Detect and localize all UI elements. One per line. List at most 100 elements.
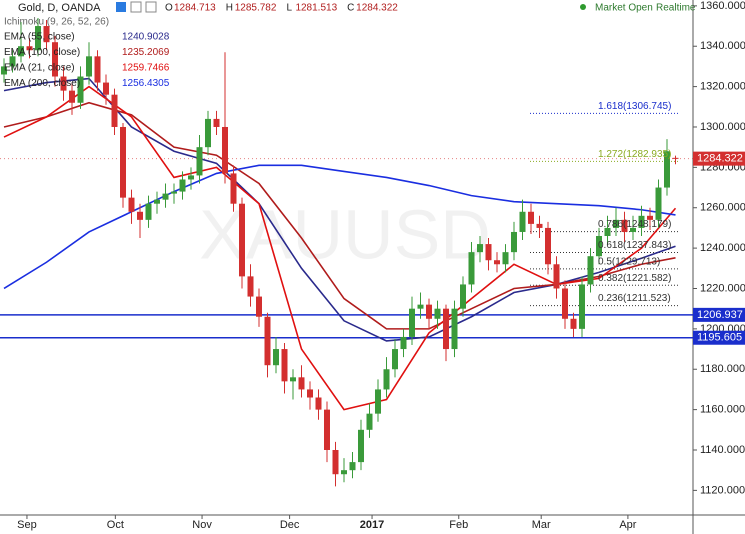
last-price-bg (693, 151, 745, 166)
y-tick-label: 1180.000 (700, 363, 745, 375)
candle-body (111, 94, 118, 127)
x-tick-label: Oct (107, 519, 124, 531)
x-tick-label: Nov (192, 519, 212, 531)
price-label: 1195.605 (697, 332, 742, 344)
toolbar-icon[interactable] (130, 1, 142, 13)
ohlc-value: 1284.322 (356, 3, 398, 14)
y-tick-label: 1160.000 (700, 404, 745, 416)
candle-body (426, 304, 432, 319)
candle-body (247, 276, 254, 297)
candle-body (137, 211, 143, 220)
fib-label: 0.382(1221.582) (598, 273, 671, 284)
candle-body (460, 284, 466, 309)
candle-body (502, 252, 509, 265)
candle-body (519, 211, 526, 232)
candle-body (528, 211, 534, 224)
candle-body (162, 193, 169, 200)
candle-body (579, 284, 585, 329)
candle-body (120, 126, 126, 198)
ohlc-value: 1284.713 (174, 3, 216, 14)
candle-body (477, 244, 483, 253)
ema-line (3, 164, 676, 290)
candle-body (553, 264, 560, 289)
candle-body (451, 308, 458, 350)
candle-body (77, 76, 84, 103)
x-tick-label: Feb (449, 519, 468, 531)
candle-body (213, 118, 220, 127)
x-tick-label: Apr (619, 519, 636, 531)
price-label-bg (693, 330, 745, 345)
candle-body (570, 318, 577, 329)
candle-body (307, 389, 313, 398)
candle-body (613, 219, 619, 228)
plot-area (0, 17, 693, 487)
candle-body (366, 413, 373, 430)
candle-body (1, 66, 7, 75)
candle-body (196, 147, 203, 176)
candle-body (69, 90, 75, 103)
candle-body (655, 187, 662, 220)
legend-value: 1240.9028 (122, 32, 170, 43)
ohlc-value: 1281.513 (295, 3, 337, 14)
candle-body (621, 219, 628, 232)
candle-body (239, 203, 245, 277)
ohlc-key: O (165, 3, 173, 14)
candle-body (545, 227, 551, 265)
y-tick-label: 1360.000 (700, 0, 745, 12)
candle-body (315, 397, 322, 410)
fib-label: 0.618(1237.843) (598, 240, 671, 251)
candle-body (154, 199, 160, 204)
feed-status: Realtime (656, 3, 696, 14)
y-tick-label: 1340.000 (700, 40, 745, 52)
candle-body (9, 56, 16, 67)
x-tick-label: Mar (532, 519, 551, 531)
candle-body (332, 449, 339, 475)
candle-body (205, 118, 211, 148)
candle-body (672, 157, 679, 159)
toolbar-icon[interactable] (145, 1, 157, 13)
toolbar-icon[interactable] (116, 2, 126, 12)
candle-body (256, 296, 262, 317)
candle-body (485, 244, 492, 261)
candle-body (298, 377, 305, 390)
y-tick-label: 1220.000 (700, 282, 745, 294)
ohlc-value: 1285.782 (235, 3, 277, 14)
last-price-label: 1284.322 (697, 153, 743, 165)
ohlc-key: H (226, 3, 233, 14)
candle-body (468, 252, 475, 285)
candle-body (358, 429, 364, 463)
candle-body (179, 179, 186, 192)
fib-label: 1.618(1306.745) (598, 101, 671, 112)
candle-body (596, 235, 602, 257)
candle-body (400, 336, 407, 350)
candle-body (145, 203, 152, 220)
candle-body (26, 46, 33, 51)
y-tick-label: 1140.000 (700, 444, 745, 456)
candle-body (103, 82, 109, 95)
market-status: Market Open (595, 3, 653, 14)
candle-body (94, 56, 101, 83)
ohlc-key: L (286, 3, 292, 14)
y-tick-label: 1120.000 (700, 484, 745, 496)
y-tick-label: 1300.000 (700, 121, 745, 133)
candle-body (511, 231, 517, 253)
candle-body (349, 462, 356, 471)
candle-body (409, 308, 415, 337)
candle-body (443, 308, 449, 350)
candle-body (52, 42, 58, 77)
candle-body (494, 260, 500, 265)
fib-label: 0.5(1229.713) (598, 257, 660, 268)
candle-body (290, 377, 296, 382)
watermark: XAUUSD (199, 195, 491, 273)
candle-body (417, 304, 424, 309)
candle-body (434, 308, 441, 319)
candle-body (375, 389, 381, 414)
candle-body (647, 215, 653, 220)
candle-body (638, 215, 645, 228)
candle-body (587, 256, 594, 285)
candle-body (562, 288, 568, 319)
y-tick-label: 1260.000 (700, 202, 745, 214)
candle-body (664, 151, 670, 188)
candle-body (392, 349, 398, 370)
